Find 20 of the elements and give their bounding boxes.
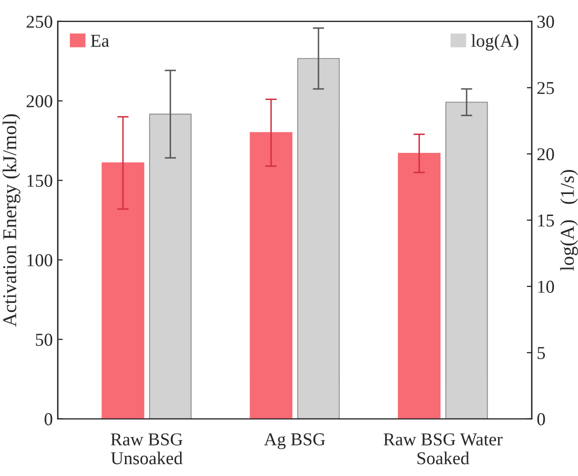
x-tick-label: Raw BSG Water Soaked: [384, 433, 503, 464]
y2-tick-label: 10: [538, 280, 554, 293]
y-tick-label: 0: [44, 413, 52, 426]
y-tick-label: 100: [27, 254, 52, 266]
y2-tick-label: 5: [538, 347, 545, 360]
x-tick-label: Raw BSG Unsoaked: [110, 433, 183, 464]
y-tick-label: 150: [27, 174, 52, 187]
y2-tick-label: 20: [537, 148, 554, 160]
y-tick-label: 50: [36, 334, 52, 346]
y2-tick-label: 15: [538, 214, 554, 227]
legend-label: Ea: [90, 34, 110, 47]
y2-tick-label: 0: [537, 413, 545, 426]
y-tick-label: 250: [26, 16, 52, 28]
legend-label: log(A): [471, 34, 518, 51]
y-tick-label: 200: [26, 95, 52, 108]
y2-tick-label: 25: [537, 82, 554, 94]
y2-tick-label: 30: [537, 16, 554, 28]
y-axis-title: Activation Energy (kJ/mol): [2, 114, 20, 327]
y2-axis-title: log(A) (1/s): [560, 170, 578, 271]
x-tick-label: Ag BSG: [264, 433, 326, 450]
